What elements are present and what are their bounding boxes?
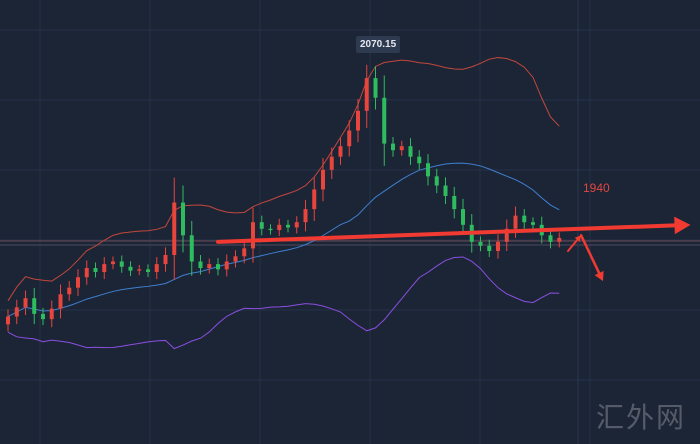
candle-down — [417, 156, 422, 164]
candle-up — [172, 202, 177, 255]
candle-up — [338, 146, 343, 157]
candle-up — [251, 222, 255, 249]
candle-up — [58, 294, 63, 309]
candle-up — [513, 215, 518, 229]
candle-down — [443, 185, 448, 196]
candle-up — [154, 264, 159, 272]
candle-down — [434, 176, 439, 186]
trend-arrow-shaft — [216, 223, 677, 244]
up-arrow-shaft — [567, 238, 579, 253]
candle-down — [259, 222, 264, 229]
up-arrow-head — [574, 235, 582, 243]
candle-up — [224, 261, 229, 270]
candle-down — [452, 196, 457, 210]
candle-up — [329, 156, 334, 170]
candle-up — [111, 261, 115, 265]
candle-down — [189, 235, 194, 262]
candle-down — [198, 261, 203, 269]
candle-up — [303, 209, 308, 223]
watermark-logo: 汇外网 — [595, 401, 686, 434]
candle-up — [504, 228, 509, 242]
candle-up — [496, 241, 500, 252]
candle-down — [93, 268, 98, 272]
candle-up — [207, 264, 212, 269]
candle-up — [67, 287, 72, 295]
candle-up — [356, 110, 360, 131]
candle-up — [399, 146, 404, 151]
candle-up — [294, 222, 299, 228]
high-price-label: 2070.15 — [356, 36, 401, 53]
candle-down — [32, 298, 37, 314]
candle-down — [216, 264, 220, 270]
candle-down — [268, 228, 273, 231]
candle-down — [548, 235, 553, 242]
candle-down — [426, 163, 430, 177]
candle-down — [461, 209, 465, 225]
trend-arrow-head — [674, 216, 691, 235]
candle-down — [391, 143, 395, 151]
candle-up — [163, 254, 168, 265]
candle-up — [242, 248, 247, 257]
candle-up — [6, 316, 10, 325]
candle-up — [14, 307, 19, 317]
down-arrow-shaft — [579, 234, 601, 275]
candle-up — [49, 308, 54, 320]
candle-up — [557, 237, 562, 242]
candle-up — [233, 256, 238, 262]
candle-up — [23, 298, 28, 308]
level-label: 1940 — [583, 181, 610, 195]
candle-up — [364, 78, 369, 111]
upper-band — [7, 57, 560, 302]
middle-band — [7, 162, 560, 317]
candle-up — [84, 268, 89, 278]
candle-down — [41, 313, 45, 320]
candle-down — [286, 224, 290, 228]
candle-up — [102, 264, 107, 272]
candle-down — [531, 222, 535, 225]
candle-up — [76, 277, 80, 288]
down-arrow-head — [594, 270, 604, 282]
candle-down — [382, 97, 387, 144]
candle-down — [373, 78, 378, 98]
candle-down — [487, 245, 492, 252]
candle-up — [277, 224, 282, 231]
candle-down — [478, 241, 483, 246]
candle-down — [128, 266, 133, 271]
candle-down — [522, 215, 527, 223]
candle-up — [347, 130, 352, 147]
candle-down — [181, 202, 185, 236]
candle-down — [119, 261, 124, 267]
candle-up — [137, 269, 142, 271]
candle-up — [321, 169, 325, 190]
candle-down — [408, 146, 413, 157]
lower-band — [7, 256, 560, 350]
candle-down — [146, 269, 150, 272]
candle-up — [312, 189, 317, 210]
